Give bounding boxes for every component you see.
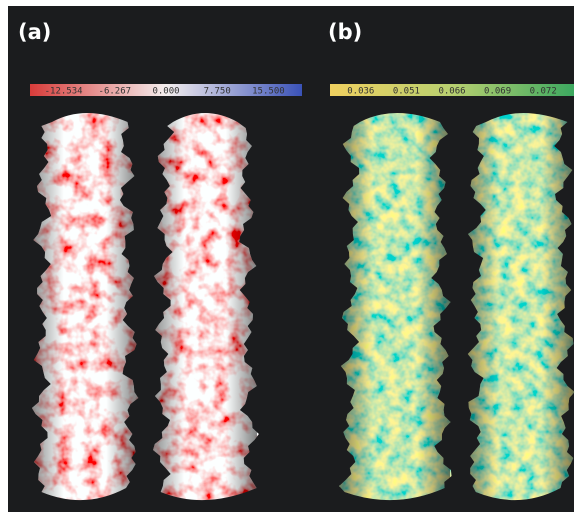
surface-shading [466,97,574,516]
surface-shading [32,97,138,516]
colorbar-label: 0.000 [152,87,179,97]
figure: (a) (b) -12.534 -6.267 0.000 7.750 15.500 0.0… [0,0,577,516]
colorbar-label: 0.051 [393,87,420,97]
colorbar-label: 0.066 [438,87,465,97]
colorbar-label: 0.036 [347,87,374,97]
colorbar-label: 7.750 [204,87,231,97]
panel-label: (a) [18,20,51,44]
colorbar-label: 0.069 [484,87,511,97]
colorbar-label: 0.072 [530,87,557,97]
colorbar-label: -6.267 [99,87,132,97]
colorbar-label: 15.500 [252,87,285,97]
colorbar-label: -12.534 [45,87,83,97]
panel-label: (b) [328,20,362,44]
